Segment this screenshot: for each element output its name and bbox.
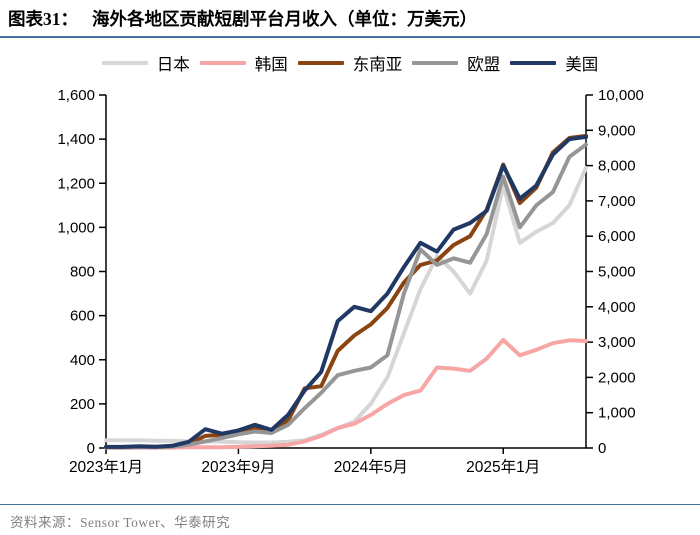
- y-right-tick-label: 1,000: [598, 405, 636, 422]
- y-right-tick-label: 7,000: [598, 193, 636, 210]
- y-right-tick-label: 5,000: [598, 264, 636, 281]
- x-tick-label: 2024年5月: [334, 458, 408, 476]
- chart-legend: 日本 韩国 东南亚 欧盟 美国: [0, 48, 700, 78]
- chart-title: 海外各地区贡献短剧平台月收入（单位：万美元）: [92, 8, 477, 29]
- source-note: 资料来源：Sensor Tower、华泰研究: [0, 504, 700, 531]
- legend-label-korea: 韩国: [254, 55, 288, 74]
- y-left-tick-label: 800: [70, 264, 95, 281]
- legend-label-usa: 美国: [565, 55, 599, 74]
- y-right-tick-label: 9,000: [598, 122, 636, 139]
- x-tick-label: 2023年1月: [69, 458, 143, 476]
- y-right-tick-label: 10,000: [598, 87, 644, 104]
- legend-label-eu: 欧盟: [467, 55, 501, 74]
- chart-title-bar: 图表31： 海外各地区贡献短剧平台月收入（单位：万美元）: [0, 0, 700, 38]
- legend-label-japan: 日本: [156, 55, 190, 74]
- y-right-tick-label: 0: [598, 440, 606, 457]
- legend-swatch-southeast-asia: [297, 61, 344, 65]
- series-line-usa: [104, 134, 588, 449]
- axis-frame: [105, 95, 587, 449]
- y-right-tick-label: 4,000: [598, 299, 636, 316]
- chart-index-label: 图表31：: [8, 8, 78, 29]
- x-tick-label: 2023年9月: [201, 458, 275, 476]
- y-left-tick-label: 600: [70, 308, 95, 325]
- y-left-tick-label: 200: [70, 396, 95, 413]
- y-right-tick-label: 3,000: [598, 334, 636, 351]
- x-tick-label: 2025年1月: [466, 458, 540, 476]
- legend-swatch-usa: [510, 61, 557, 65]
- legend-label-southeast-asia: 东南亚: [352, 55, 403, 74]
- legend-swatch-eu: [412, 61, 459, 65]
- series-line-eu: [104, 142, 588, 450]
- y-right-tick-label: 8,000: [598, 158, 636, 175]
- series-line-southeast-asia: [104, 133, 588, 450]
- legend-item-southeast-asia: 东南亚: [297, 51, 403, 75]
- y-left-tick-label: 1,000: [57, 219, 95, 236]
- y-right-tick-label: 2,000: [598, 369, 636, 386]
- y-left-tick-label: 1,400: [57, 131, 95, 148]
- y-left-tick-label: 0: [87, 440, 95, 457]
- legend-item-usa: 美国: [510, 51, 598, 75]
- legend-item-korea: 韩国: [199, 51, 288, 75]
- y-left-tick-label: 400: [70, 352, 95, 369]
- series-line-korea: [104, 337, 588, 450]
- y-left-tick-label: 1,200: [57, 175, 95, 192]
- y-right-tick-label: 6,000: [598, 228, 636, 245]
- legend-swatch-korea: [199, 61, 246, 65]
- legend-item-eu: 欧盟: [412, 51, 500, 75]
- y-left-tick-label: 1,600: [57, 87, 95, 104]
- legend-item-japan: 日本: [101, 51, 190, 75]
- legend-swatch-japan: [101, 61, 148, 65]
